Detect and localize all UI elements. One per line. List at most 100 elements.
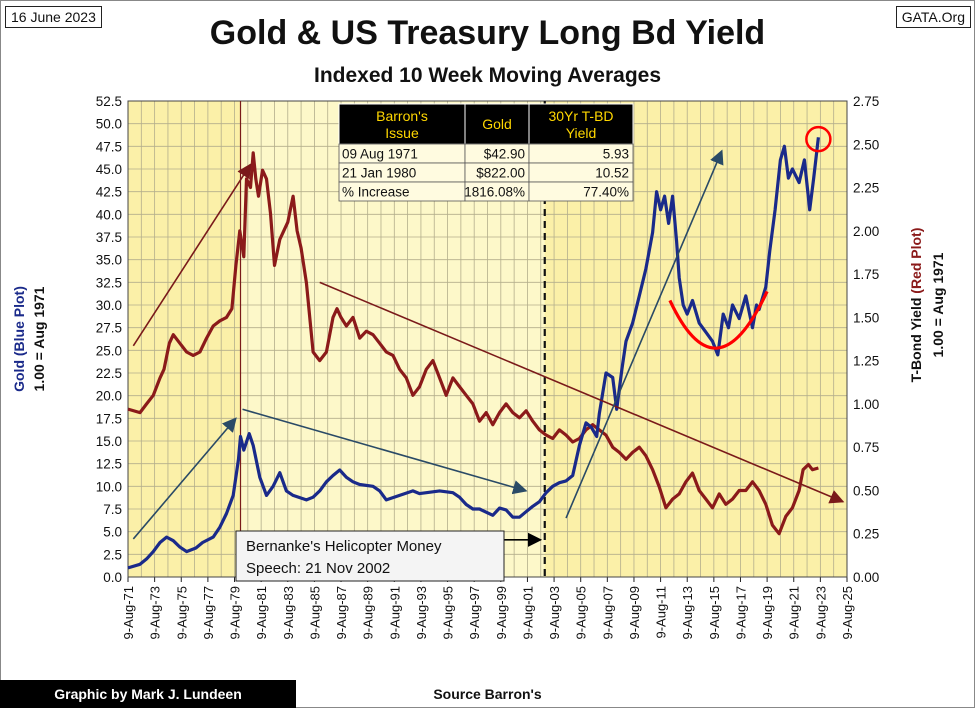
trend-arrow-blue-rise <box>132 417 237 540</box>
annotation-line1: Bernanke's Helicopter Money <box>246 538 442 555</box>
x-tick-label: 9-Aug-79 <box>228 586 243 639</box>
red-u-curve <box>668 290 769 350</box>
table-cell-text: 09 Aug 1971 <box>342 147 418 162</box>
right-tick-label: 1.75 <box>853 267 879 282</box>
left-axis-title-gold: Gold <box>11 356 27 392</box>
trend-arrow-red-rise <box>132 163 252 347</box>
x-tick-label: 9-Aug-93 <box>414 586 429 639</box>
left-tick-label: 42.5 <box>96 185 122 200</box>
left-tick-label: 45.0 <box>96 162 122 177</box>
left-tick-label: 50.0 <box>96 117 122 132</box>
left-tick-label: 7.5 <box>103 502 122 517</box>
x-tick-label: 9-Aug-89 <box>361 586 376 639</box>
right-tick-label: 1.00 <box>853 397 879 412</box>
trend-arrow-red-fall <box>319 281 845 504</box>
right-axis-title: T-Bond Yield (Red Plot) <box>908 228 924 383</box>
annotation-box <box>235 530 505 582</box>
x-tick-label: 9-Aug-75 <box>174 586 189 639</box>
table-cell-text: 10.52 <box>595 166 629 181</box>
right-axis-title-plot: (Red Plot) <box>908 228 924 294</box>
x-tick-label: 9-Aug-11 <box>654 586 669 639</box>
left-tick-label: 40.0 <box>96 207 122 222</box>
left-tick-label: 35.0 <box>96 253 122 268</box>
left-tick-label: 22.5 <box>96 366 122 381</box>
x-tick-label: 9-Aug-83 <box>281 586 296 639</box>
x-tick-label: 9-Aug-13 <box>680 586 695 639</box>
right-tick-label: 0.75 <box>853 440 879 455</box>
right-tick-label: 1.25 <box>853 354 879 369</box>
right-axis-title-yield: T-Bond Yield <box>908 294 924 383</box>
table-header-label: Issue <box>385 125 419 141</box>
left-tick-label: 52.5 <box>96 94 122 109</box>
date-label: 16 June 2023 <box>5 6 102 28</box>
x-tick-label: 9-Aug-87 <box>334 586 349 639</box>
red-circle-highlight <box>805 125 832 153</box>
table-cell-text: 77.40% <box>583 185 629 200</box>
right-tick-label: 2.25 <box>853 181 879 196</box>
left-tick-label: 32.5 <box>96 275 122 290</box>
table-header-cell <box>528 103 634 145</box>
x-tick-label: 9-Aug-85 <box>307 586 322 639</box>
left-axis-title-plot: (Blue Plot) <box>11 286 27 356</box>
left-tick-label: 5.0 <box>103 525 122 540</box>
table-cell-text: 1816.08% <box>464 185 525 200</box>
site-label: GATA.Org <box>895 6 971 28</box>
left-tick-label: 27.5 <box>96 321 122 336</box>
x-tick-label: 9-Aug-23 <box>813 586 828 639</box>
x-tick-label: 9-Aug-97 <box>467 586 482 639</box>
x-tick-label: 9-Aug-73 <box>148 586 163 639</box>
chart-title: Gold & US Treasury Long Bd Yield <box>209 14 766 52</box>
right-tick-label: 0.25 <box>853 527 879 542</box>
gold-series-line <box>127 137 820 570</box>
x-tick-label: 9-Aug-01 <box>520 586 535 639</box>
table-cell-text: $42.90 <box>484 147 525 162</box>
left-tick-label: 2.5 <box>103 547 122 562</box>
left-tick-label: 0.0 <box>103 570 122 585</box>
right-tick-label: 0.50 <box>853 483 879 498</box>
left-axis-title: Gold (Blue Plot) <box>11 286 27 392</box>
x-tick-label: 9-Aug-91 <box>387 586 402 639</box>
left-axis-base-label: 1.00 = Aug 1971 <box>31 286 47 391</box>
table-cell-text: % Increase <box>342 185 410 200</box>
left-tick-label: 12.5 <box>96 457 122 472</box>
right-tick-label: 2.00 <box>853 224 879 239</box>
x-tick-label: 9-Aug-19 <box>760 586 775 639</box>
x-tick-label: 9-Aug-71 <box>121 586 136 639</box>
left-tick-label: 20.0 <box>96 389 122 404</box>
trend-arrow-blue-fall <box>242 408 528 495</box>
x-tick-label: 9-Aug-03 <box>547 586 562 639</box>
right-tick-label: 1.50 <box>853 310 879 325</box>
trend-arrow-blue-surge <box>565 149 724 519</box>
left-tick-label: 47.5 <box>96 139 122 154</box>
x-tick-label: 9-Aug-05 <box>574 586 589 639</box>
left-tick-label: 15.0 <box>96 434 122 449</box>
right-axis-base-label: 1.00 = Aug 1971 <box>930 252 946 357</box>
left-tick-label: 10.0 <box>96 479 122 494</box>
chart-subtitle: Indexed 10 Week Moving Averages <box>313 64 662 87</box>
table-cell <box>528 181 634 202</box>
right-tick-label: 2.75 <box>853 94 879 109</box>
table-cell-text: 21 Jan 1980 <box>342 166 416 181</box>
source-label: Source Barron's <box>433 686 542 702</box>
x-tick-label: 9-Aug-25 <box>840 586 855 639</box>
x-tick-label: 9-Aug-09 <box>627 586 642 639</box>
table-cell-text: 5.93 <box>603 147 629 162</box>
left-tick-label: 25.0 <box>96 343 122 358</box>
x-tick-label: 9-Aug-95 <box>441 586 456 639</box>
x-tick-label: 9-Aug-77 <box>201 586 216 639</box>
x-tick-label: 9-Aug-99 <box>494 586 509 639</box>
table-cell-text: $822.00 <box>476 166 525 181</box>
table-header-label: Barron's <box>376 108 428 124</box>
credit-label: Graphic by Mark J. Lundeen <box>0 680 296 708</box>
table-header-label: 30Yr T-BD <box>548 108 613 124</box>
table-header-label: Yield <box>566 125 597 141</box>
x-tick-label: 9-Aug-07 <box>600 586 615 639</box>
left-tick-label: 30.0 <box>96 298 122 313</box>
annotation-line2: Speech: 21 Nov 2002 <box>246 560 390 577</box>
x-tick-label: 9-Aug-21 <box>787 586 802 639</box>
left-tick-label: 17.5 <box>96 411 122 426</box>
left-tick-label: 37.5 <box>96 230 122 245</box>
x-tick-label: 9-Aug-17 <box>733 586 748 639</box>
yield-series-line <box>127 151 819 536</box>
